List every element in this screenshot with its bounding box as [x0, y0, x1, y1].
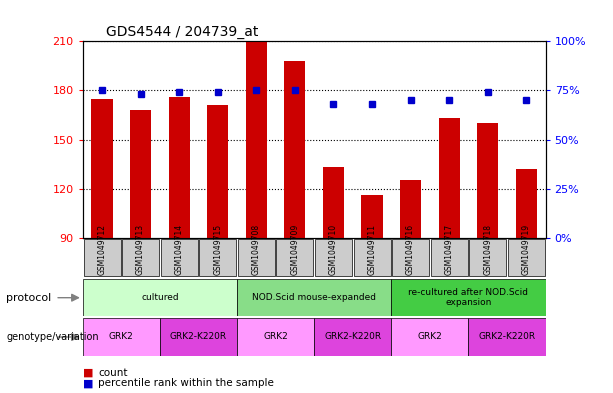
Text: GSM1049717: GSM1049717 — [444, 224, 454, 275]
Bar — [469, 239, 506, 276]
Text: cultured: cultured — [141, 293, 179, 302]
Text: GSM1049714: GSM1049714 — [175, 224, 184, 275]
Text: GSM1049712: GSM1049712 — [97, 224, 107, 275]
Bar — [438, 118, 460, 238]
Bar — [516, 169, 537, 238]
Bar — [169, 97, 190, 238]
Text: re-cultured after NOD.Scid
expansion: re-cultured after NOD.Scid expansion — [408, 288, 528, 307]
Bar — [130, 110, 151, 238]
Bar — [354, 239, 390, 276]
Bar — [431, 239, 468, 276]
Bar — [91, 99, 113, 238]
Text: ■: ■ — [83, 378, 93, 388]
Text: genotype/variation: genotype/variation — [6, 332, 99, 342]
Bar — [400, 180, 421, 238]
Text: GSM1049716: GSM1049716 — [406, 224, 415, 275]
Text: count: count — [98, 367, 128, 378]
Bar — [237, 279, 391, 316]
Bar — [284, 61, 305, 238]
Text: GSM1049711: GSM1049711 — [368, 224, 376, 275]
Bar — [314, 318, 391, 356]
Bar — [237, 318, 314, 356]
Bar — [207, 105, 229, 238]
Text: GRK2: GRK2 — [417, 332, 442, 342]
Text: ■: ■ — [83, 367, 93, 378]
Text: GSM1049713: GSM1049713 — [136, 224, 145, 275]
Text: GRK2-K220R: GRK2-K220R — [170, 332, 227, 342]
Bar — [160, 318, 237, 356]
Text: GSM1049709: GSM1049709 — [291, 224, 299, 275]
Bar — [276, 239, 313, 276]
Bar — [161, 239, 197, 276]
Bar — [508, 239, 545, 276]
Bar — [199, 239, 236, 276]
Text: GRK2-K220R: GRK2-K220R — [324, 332, 381, 342]
Text: percentile rank within the sample: percentile rank within the sample — [98, 378, 274, 388]
Bar — [323, 167, 344, 238]
Bar — [83, 239, 121, 276]
Bar — [468, 318, 546, 356]
Text: GDS4544 / 204739_at: GDS4544 / 204739_at — [106, 25, 258, 39]
Text: GSM1049715: GSM1049715 — [213, 224, 223, 275]
Text: GSM1049718: GSM1049718 — [483, 224, 492, 275]
Bar — [315, 239, 352, 276]
Text: GRK2-K220R: GRK2-K220R — [478, 332, 536, 342]
Text: NOD.Scid mouse-expanded: NOD.Scid mouse-expanded — [252, 293, 376, 302]
Bar — [83, 318, 160, 356]
Bar — [246, 41, 267, 238]
Bar — [238, 239, 275, 276]
Text: GSM1049719: GSM1049719 — [522, 224, 531, 275]
Bar — [122, 239, 159, 276]
Text: GSM1049708: GSM1049708 — [252, 224, 261, 275]
Text: GRK2: GRK2 — [263, 332, 288, 342]
Bar — [477, 123, 498, 238]
Bar — [391, 318, 468, 356]
Bar — [362, 195, 383, 238]
Text: GRK2: GRK2 — [109, 332, 134, 342]
Bar — [83, 279, 237, 316]
Bar — [391, 279, 546, 316]
Bar — [392, 239, 429, 276]
Text: GSM1049710: GSM1049710 — [329, 224, 338, 275]
Text: protocol: protocol — [6, 293, 51, 303]
